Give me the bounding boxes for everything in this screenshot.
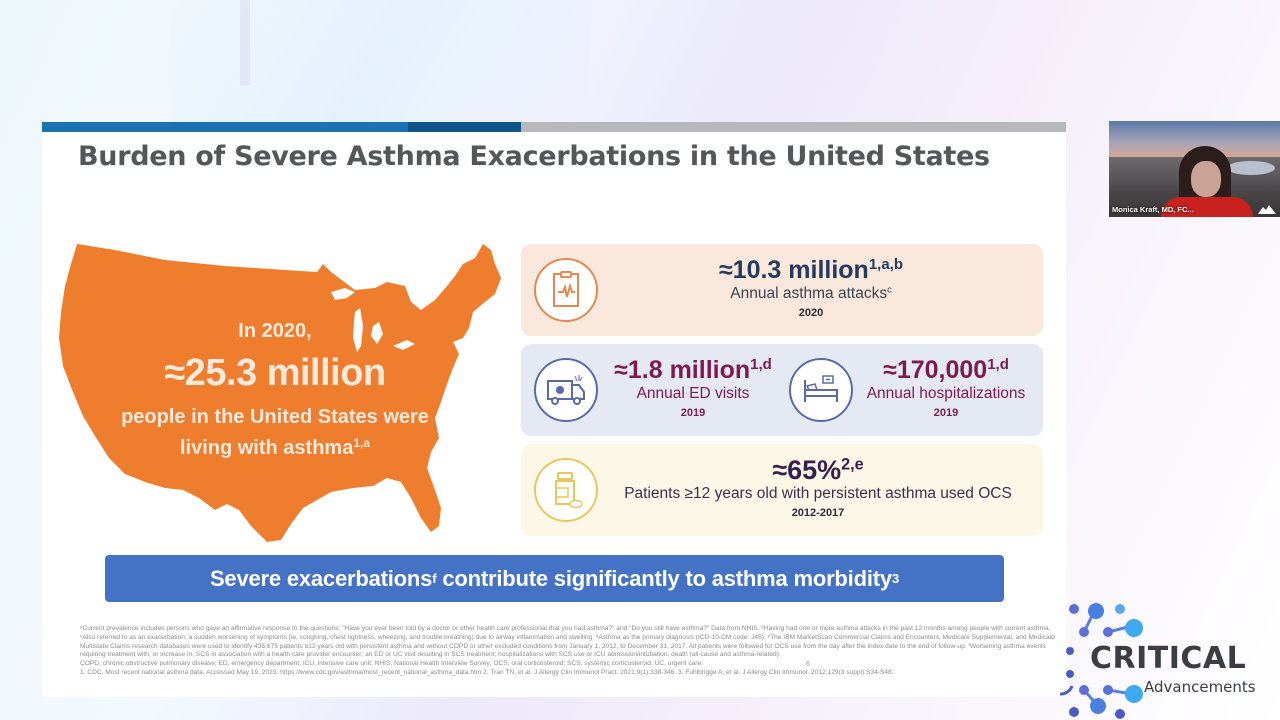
stat-label: Patients ≥12 years old with persistent a… — [624, 485, 1012, 502]
presentation-slide: Burden of Severe Asthma Exacerbations in… — [42, 122, 1066, 697]
page-number: 6 — [806, 661, 810, 668]
stat-value: ≈1.8 million — [614, 356, 751, 384]
footnotes: ᵃCurrent prevalence includes persons who… — [80, 625, 1060, 678]
stat-label: Annual asthma attacks — [730, 285, 888, 302]
map-intro: In 2020, — [238, 320, 312, 342]
institution-logo-icon — [1258, 205, 1276, 214]
stat-label: Annual ED visits — [636, 385, 750, 402]
map-value: ≈25.3 million — [164, 352, 386, 394]
slide-title: Burden of Severe Asthma Exacerbations in… — [78, 141, 990, 172]
ambulance-icon — [534, 358, 598, 422]
logo-advancements-text: Advancements — [1144, 678, 1256, 696]
stat-value: ≈65% — [772, 455, 842, 485]
stat-card-ed-hospital: ≈1.8 million1,d Annual ED visits 2019 ≈1… — [521, 344, 1043, 436]
background-decoration — [240, 0, 250, 85]
pill-bottle-icon — [534, 458, 598, 522]
critical-advancements-logo: CRITICAL Advancements — [1052, 598, 1280, 720]
stat-year: 2019 — [933, 407, 959, 419]
participant-name: Monica Kraft, MD, FC... — [1112, 205, 1194, 214]
us-map-icon — [59, 244, 501, 542]
logo-critical-text: CRITICAL — [1090, 641, 1247, 676]
stat-value: ≈10.3 million — [718, 256, 869, 284]
stat-label: Annual hospitalizations — [866, 385, 1026, 402]
stat-year: 2020 — [798, 307, 824, 319]
clipboard-heartbeat-icon — [534, 258, 598, 322]
hospital-bed-icon — [789, 358, 853, 422]
participant-video-tile[interactable]: Monica Kraft, MD, FC... — [1109, 121, 1280, 217]
footnote-references: 1. CDC. Most recent national asthma data… — [80, 668, 894, 676]
map-description: people in the United States were living … — [121, 406, 429, 459]
key-message-banner: Severe exacerbations f contribute signifi… — [105, 555, 1004, 602]
footnote-definitions: ᵃCurrent prevalence includes persons who… — [80, 625, 1055, 659]
footnote-abbreviations: COPD, chronic obstructive pulmonary dise… — [80, 660, 703, 668]
stat-year: 2012-2017 — [791, 507, 845, 519]
stat-card-attacks: ≈10.3 million1,a,b Annual asthma attacks… — [521, 244, 1043, 336]
background-decoration — [170, 0, 590, 125]
stat-card-ocs: ≈65%2,e Patients ≥12 years old with pers… — [521, 444, 1043, 536]
slide-top-bar — [42, 122, 1066, 132]
molecule-dots-icon — [1059, 603, 1143, 719]
stat-value: ≈170,000 — [883, 356, 988, 384]
stat-year: 2019 — [680, 407, 706, 419]
us-map: In 2020, ≈25.3 million people in the Uni… — [55, 242, 510, 544]
